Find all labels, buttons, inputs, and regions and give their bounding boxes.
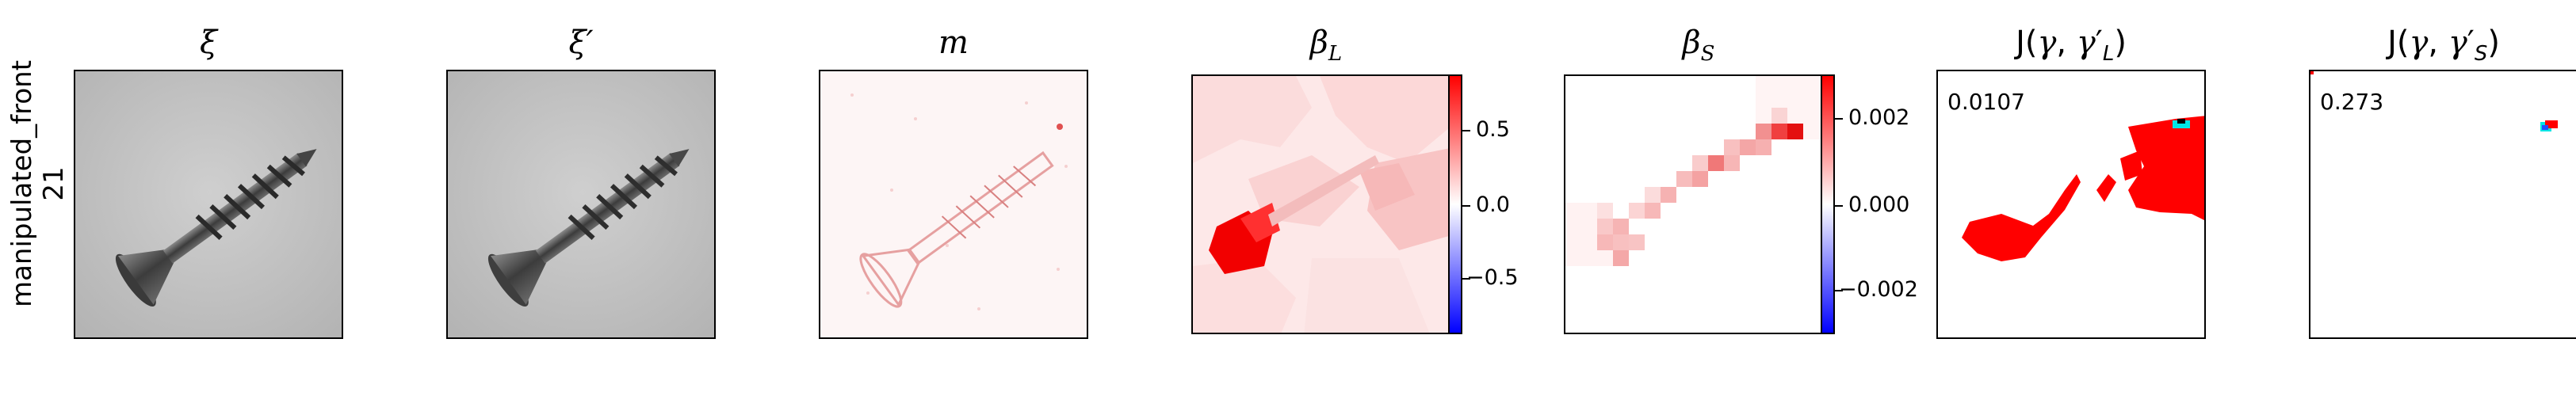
beta-l-tick-2: −0.5 bbox=[1466, 265, 1519, 290]
beta-s-tick-1: 0.000 bbox=[1848, 192, 1910, 217]
panel-title-beta-l: βL bbox=[1309, 25, 1343, 66]
row-label-line2: 21 bbox=[38, 166, 70, 201]
beta-l-tick-0: 0.5 bbox=[1476, 117, 1510, 142]
mask-j-l bbox=[1936, 70, 2206, 339]
heatmap-beta-l bbox=[1191, 74, 1453, 334]
panel-title-xi: ξ bbox=[199, 25, 218, 61]
image-xi bbox=[74, 70, 343, 339]
panel-title-m: m bbox=[938, 25, 969, 61]
score-j-s: 0.273 bbox=[2320, 89, 2384, 115]
row-label-line1: manipulated_front bbox=[6, 59, 38, 308]
image-xi-prime bbox=[446, 70, 716, 339]
colorbar-beta-l bbox=[1448, 74, 1462, 334]
beta-s-tick-0: 0.002 bbox=[1848, 105, 1910, 130]
score-j-l: 0.0107 bbox=[1947, 89, 2025, 115]
colorbar-beta-s bbox=[1821, 74, 1835, 334]
panel-title-j-l: J(γ, γ′L) bbox=[2016, 25, 2127, 66]
row-label: manipulated_front 21 bbox=[6, 41, 70, 326]
beta-s-tick-2: −0.002 bbox=[1839, 277, 1918, 302]
mask-j-s bbox=[2309, 70, 2576, 339]
beta-l-tick-1: 0.0 bbox=[1476, 192, 1510, 217]
panel-title-xi-prime: ξ′ bbox=[568, 25, 594, 61]
heatmap-beta-s bbox=[1564, 74, 1825, 334]
image-m bbox=[819, 70, 1088, 339]
panel-title-beta-s: βS bbox=[1682, 25, 1715, 66]
panel-title-j-s: J(γ, γ′S) bbox=[2387, 25, 2500, 66]
